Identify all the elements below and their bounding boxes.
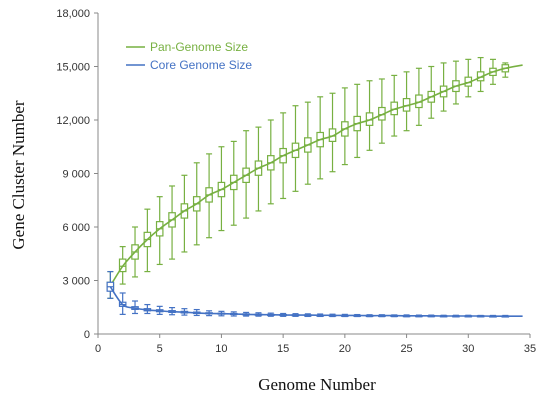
x-tick-label: 10 [215, 343, 227, 355]
y-tick-label: 0 [84, 329, 90, 341]
y-tick-label: 12,000 [56, 115, 90, 127]
pan-fit-curve [109, 64, 523, 287]
y-axis-title: Gene Cluster Number [9, 100, 28, 250]
y-tick-label: 3 000 [62, 276, 90, 288]
axes: 0 3 000 6 000 9 000 12,000 15,000 18,000 0 5 10 15… [56, 8, 536, 355]
x-tick-label: 30 [462, 343, 474, 355]
legend-pan-label: Pan-Genome Size [150, 40, 248, 54]
x-axis-title: Genome Number [258, 375, 376, 394]
x-tick-label: 0 [95, 343, 101, 355]
x-tick-label: 25 [400, 343, 412, 355]
legend-core-label: Core Genome Size [150, 58, 252, 72]
y-tick-label: 6 000 [62, 222, 90, 234]
y-tick-label: 18,000 [56, 8, 90, 20]
x-tick-label: 35 [524, 343, 536, 355]
y-tick-label: 9 000 [62, 169, 90, 181]
x-tick-label: 5 [157, 343, 163, 355]
y-tick-label: 15,000 [56, 62, 90, 74]
core-fit-curve [109, 286, 523, 318]
x-tick-label: 20 [339, 343, 351, 355]
x-tick-label: 15 [277, 343, 289, 355]
plot-area [106, 56, 523, 318]
core-series [106, 270, 523, 318]
legend: Pan-Genome Size Core Genome Size [126, 40, 252, 72]
pan-series [106, 56, 523, 299]
